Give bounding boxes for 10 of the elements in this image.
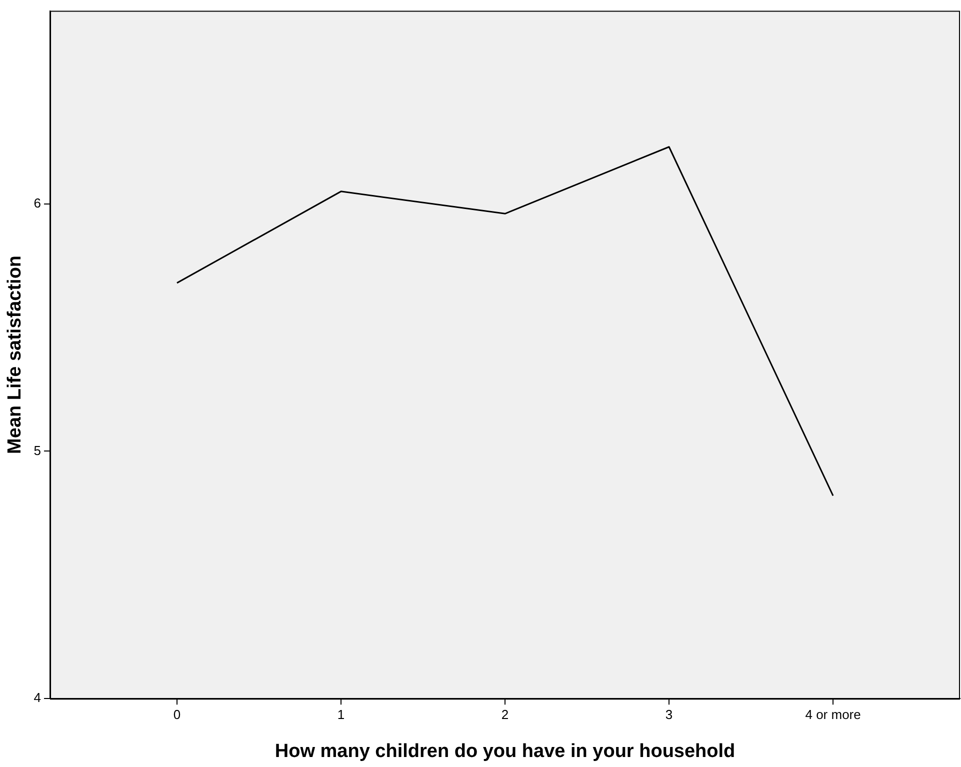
x-tick-label: 3: [665, 706, 673, 722]
y-tick-label: 4: [34, 690, 42, 706]
x-tick-label: 4 or more: [805, 706, 861, 722]
x-tick-label: 2: [501, 706, 509, 722]
y-tick-label: 5: [34, 442, 42, 458]
y-tick-label: 6: [34, 195, 42, 210]
x-axis-title: How many children do you have in your household: [274, 740, 736, 762]
x-tick-label: 1: [337, 706, 345, 722]
x-tick-label: 0: [173, 706, 181, 722]
y-axis-title: Mean Life satisfaction: [4, 255, 26, 454]
